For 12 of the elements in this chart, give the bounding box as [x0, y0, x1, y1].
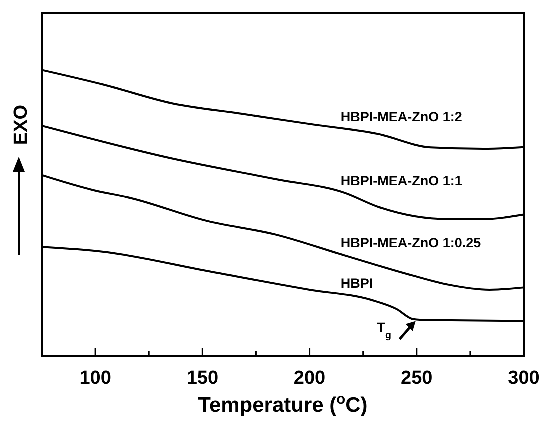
x-tick-label: 300 [508, 368, 540, 389]
x-tick-label: 250 [401, 368, 433, 389]
y-axis-title: EXO [11, 104, 32, 146]
annotation: T$_{g}$ [376, 319, 392, 341]
x-tick-label: 200 [294, 368, 326, 389]
series-label: HBPI-MEA-ZnO 1:2 [340, 110, 462, 125]
series-label: HBPI-MEA-ZnO 1:1 [340, 173, 463, 188]
x-tick-label: 100 [80, 368, 112, 389]
series-label: HBPI [340, 276, 374, 292]
x-axis-title: Temperature ($^{o}$C) [198, 392, 368, 417]
series-label: HBPI-MEA-ZnO 1:0.25 [340, 235, 482, 250]
x-tick-label: 150 [186, 368, 219, 389]
